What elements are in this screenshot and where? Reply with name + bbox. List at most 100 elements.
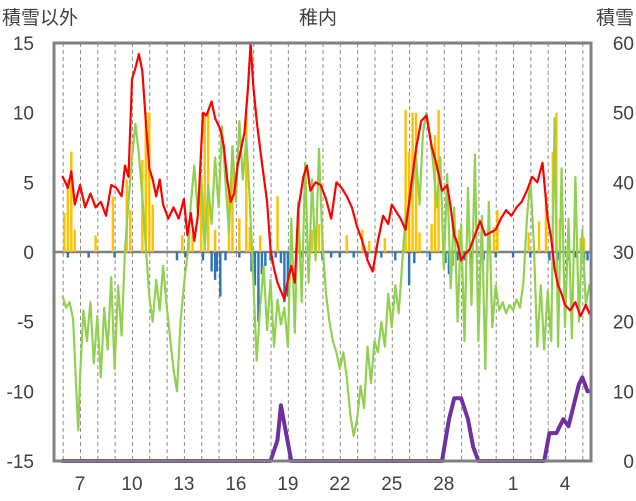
- bar-positive: [345, 235, 348, 252]
- bar-negative: [66, 252, 70, 258]
- bar-positive: [496, 210, 499, 252]
- bar-negative: [215, 252, 219, 272]
- bar-negative: [444, 252, 447, 264]
- bar-negative: [338, 252, 342, 258]
- bar-negative: [201, 252, 205, 261]
- plot-frame: [52, 41, 593, 463]
- bar-positive: [458, 229, 461, 252]
- bar-negative: [352, 252, 355, 258]
- bar-positive: [492, 226, 496, 252]
- bar-negative: [87, 252, 90, 258]
- bar-negative: [257, 252, 260, 322]
- bar-negative: [556, 252, 560, 261]
- bar-positive: [63, 212, 66, 252]
- x-tick-label: 7: [75, 474, 86, 495]
- bar-negative: [574, 252, 577, 258]
- bar-positive: [203, 112, 206, 253]
- bar-positive: [276, 196, 279, 252]
- bar-positive: [414, 112, 418, 253]
- bar-negative: [407, 252, 411, 286]
- bar-positive: [430, 224, 433, 252]
- bar-negative: [456, 252, 459, 261]
- bar-positive: [245, 112, 248, 253]
- x-tick-label: 10: [121, 474, 142, 495]
- x-tick-label: 19: [277, 474, 298, 495]
- bar-negative: [269, 252, 272, 261]
- bar-negative: [219, 252, 222, 297]
- bar-positive: [180, 235, 184, 252]
- bar-positive: [544, 193, 548, 252]
- left-tick-label: -5: [17, 313, 34, 334]
- x-tick-label: 4: [560, 474, 571, 495]
- bar-negative: [366, 252, 369, 258]
- bar-negative: [300, 252, 303, 258]
- left-tick-label: 15: [13, 34, 34, 55]
- bar-negative: [260, 252, 264, 275]
- bar-positive: [579, 238, 582, 252]
- bar-positive: [231, 151, 234, 252]
- bar-negative: [274, 252, 277, 258]
- bar-positive: [191, 235, 194, 252]
- bar-positive: [73, 229, 76, 252]
- bar-negative: [175, 252, 179, 261]
- bar-positive: [310, 229, 314, 252]
- bar-negative: [548, 252, 551, 261]
- bar-negative: [279, 252, 283, 264]
- bar-negative: [224, 252, 227, 261]
- right-tick-label: 60: [613, 34, 634, 55]
- x-tick-label: 25: [381, 474, 402, 495]
- bar-positive: [317, 224, 321, 252]
- right-tick-label: 0: [623, 452, 634, 473]
- bar-negative: [413, 252, 416, 264]
- bar-negative: [586, 252, 589, 261]
- left-tick-label: -10: [7, 382, 34, 403]
- bar-negative: [283, 252, 286, 303]
- bar-negative: [529, 252, 532, 258]
- x-tick-label: 1: [508, 474, 519, 495]
- bar-positive: [368, 240, 371, 252]
- x-tick-label: 22: [329, 474, 350, 495]
- right-tick-label: 40: [613, 173, 634, 194]
- bar-negative: [494, 252, 497, 258]
- snow-depth-line: [60, 375, 592, 463]
- x-tick-label: 13: [173, 474, 194, 495]
- bar-positive: [200, 179, 203, 252]
- temperature-line: [61, 41, 591, 318]
- right-tick-label: 10: [613, 382, 634, 403]
- bar-positive: [238, 218, 241, 252]
- left-tick-label: -15: [7, 452, 34, 473]
- bar-positive: [248, 226, 251, 252]
- right-tick-label: 20: [613, 313, 634, 334]
- bar-negative: [238, 252, 241, 258]
- bar-negative: [380, 252, 383, 258]
- right-tick-label: 30: [613, 243, 634, 264]
- left-tick-label: 5: [23, 173, 34, 194]
- bar-positive: [404, 109, 407, 252]
- bar-positive: [148, 112, 151, 253]
- bar-positive: [527, 232, 530, 252]
- bar-negative: [428, 252, 432, 261]
- chart-title: 稚内: [299, 7, 337, 29]
- bar-negative: [264, 252, 267, 266]
- bar-positive: [151, 204, 154, 252]
- left-tick-label: 10: [13, 104, 34, 125]
- bar-positive: [258, 235, 262, 252]
- x-tick-label: 28: [433, 474, 454, 495]
- bar-negative: [184, 252, 187, 258]
- bar-positive: [418, 232, 421, 252]
- bar-positive: [144, 112, 148, 253]
- bar-positive: [129, 210, 132, 252]
- left-axis-label: 積雪以外: [2, 7, 78, 29]
- bar-positive: [94, 235, 97, 252]
- bar-positive: [213, 229, 217, 252]
- bar-positive: [66, 179, 70, 252]
- bar-positive: [70, 151, 73, 252]
- bar-negative: [394, 252, 397, 261]
- right-tick-label: 50: [613, 104, 634, 125]
- bar-negative: [210, 252, 213, 272]
- bar-negative: [329, 252, 333, 258]
- bar-negative: [213, 252, 217, 280]
- x-tick-label: 16: [225, 474, 246, 495]
